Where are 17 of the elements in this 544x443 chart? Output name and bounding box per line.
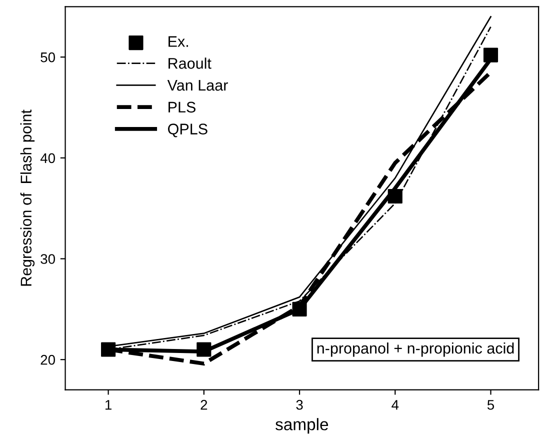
- y-tick-label: 30: [40, 254, 56, 264]
- annotation: n-propanol + n-propionic acid: [317, 342, 514, 357]
- x-tick-label: 2: [200, 400, 208, 410]
- y-tick-label: 40: [40, 153, 56, 164]
- legend-label: Van Laar: [167, 80, 228, 91]
- x-tick-label: 5: [487, 400, 494, 410]
- y-tick-label: 20: [40, 354, 56, 365]
- x-tick-label: 1: [106, 400, 112, 410]
- y-axis-title: Regression of Flash point: [20, 110, 35, 286]
- legend-label: QPLS: [168, 124, 208, 138]
- y-tick-label: 50: [40, 52, 56, 62]
- legend-label: Ex.: [168, 36, 188, 47]
- x-tick-label: 3: [296, 400, 303, 410]
- x-axis-title: sample: [276, 418, 328, 434]
- legend-label: PLS: [168, 102, 196, 113]
- legend-label: Raoult: [168, 58, 212, 69]
- x-tick-label: 4: [392, 400, 399, 410]
